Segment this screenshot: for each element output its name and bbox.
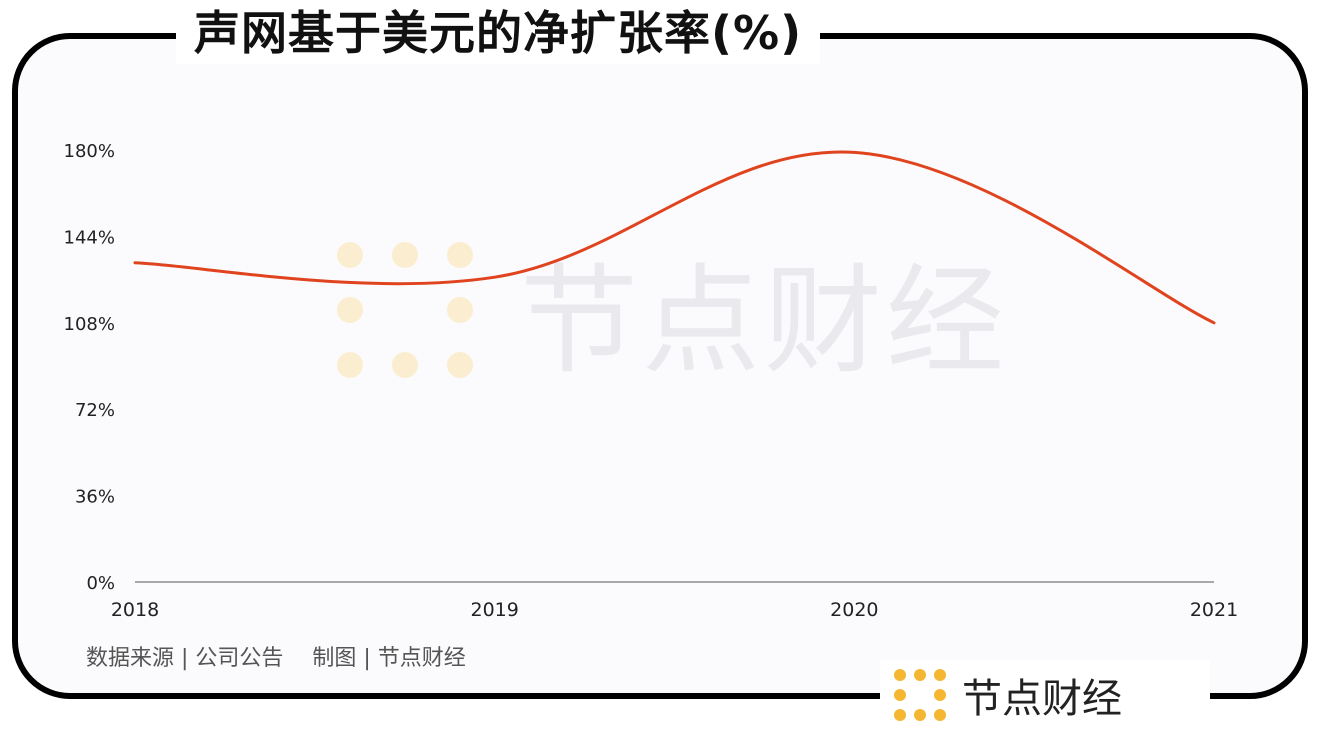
y-tick-label: 36% bbox=[75, 487, 115, 508]
y-tick-label: 108% bbox=[64, 314, 115, 335]
chart-frame bbox=[12, 33, 1308, 699]
series-line bbox=[133, 150, 1216, 325]
chart-title: 声网基于美元的净扩张率(%) bbox=[176, 2, 821, 64]
y-tick-label: 180% bbox=[64, 141, 115, 162]
y-tick-label: 0% bbox=[86, 573, 115, 594]
dotted-grid-logo-icon bbox=[894, 669, 946, 721]
y-tick-label: 144% bbox=[64, 227, 115, 248]
x-tick-label: 2018 bbox=[111, 599, 159, 621]
brand: 节点财经 bbox=[880, 660, 1210, 730]
brand-name: 节点财经 bbox=[962, 676, 1122, 722]
source-note: 数据来源 | 公司公告 制图 | 节点财经 bbox=[86, 646, 466, 671]
y-tick-label: 72% bbox=[75, 400, 115, 421]
x-tick-label: 2021 bbox=[1190, 599, 1238, 621]
x-tick-label: 2020 bbox=[830, 599, 878, 621]
x-tick-label: 2019 bbox=[470, 599, 518, 621]
